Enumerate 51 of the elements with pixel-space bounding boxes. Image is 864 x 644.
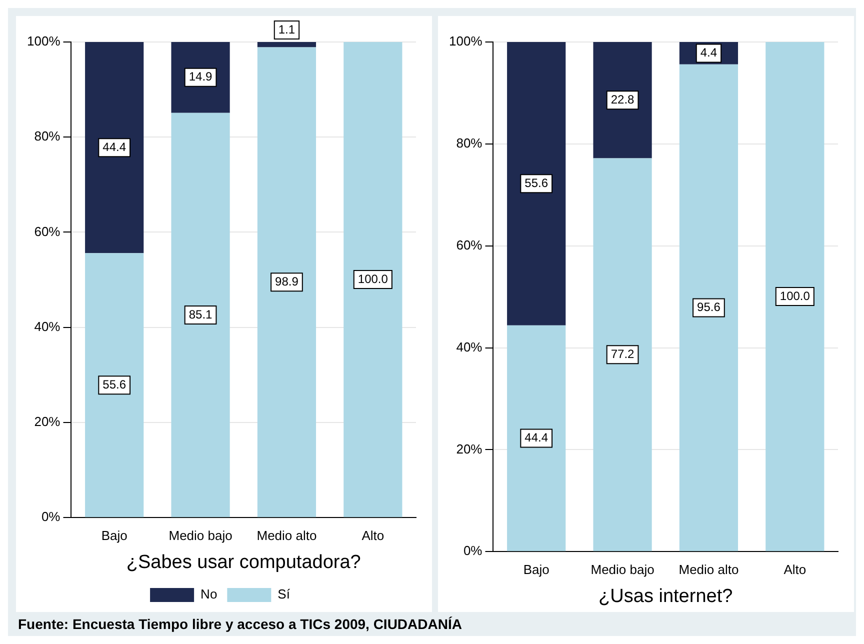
x-tick-label: Bajo xyxy=(523,562,550,577)
data-label: 22.8 xyxy=(610,92,635,106)
y-tick-label: 60% xyxy=(34,224,61,239)
data-label: 44.4 xyxy=(102,140,126,154)
bar xyxy=(507,42,566,326)
bar xyxy=(593,158,652,552)
data-label: 85.1 xyxy=(188,307,213,322)
x-axis-title: ¿Sabes usar computadora? xyxy=(126,552,361,573)
bar xyxy=(171,112,230,518)
data-label: 100.0 xyxy=(780,288,810,303)
x-tick-label: Alto xyxy=(784,562,806,577)
bar xyxy=(257,42,316,48)
y-tick-label: 20% xyxy=(456,441,483,456)
data-label: 95.6 xyxy=(697,300,721,314)
y-tick-label: 80% xyxy=(456,136,483,150)
bar xyxy=(593,42,652,158)
bar xyxy=(344,42,402,518)
bar xyxy=(85,42,144,254)
x-tick-label: Alto xyxy=(362,528,384,543)
y-tick-label: 0% xyxy=(463,543,483,558)
y-tick-label: 40% xyxy=(456,339,483,354)
data-label: 14.9 xyxy=(188,70,213,84)
bar xyxy=(679,64,738,552)
data-label: 98.9 xyxy=(275,274,299,288)
source-note: Fuente: Encuesta Tiempo libre y acceso a TICs 2009, CIUDADANÍA xyxy=(17,616,463,632)
x-tick-label: Medio alto xyxy=(256,528,317,543)
y-tick-label: 100% xyxy=(27,34,61,49)
x-tick-label: Medio bajo xyxy=(168,528,232,543)
bar xyxy=(766,42,824,552)
x-axis-title: ¿Usas internet? xyxy=(598,586,733,607)
data-label: 1.1 xyxy=(278,22,296,36)
data-label: 77.2 xyxy=(610,346,635,361)
data-label: 55.6 xyxy=(524,176,548,190)
legend-label: Sí xyxy=(278,586,290,602)
data-label: 100.0 xyxy=(358,272,388,286)
x-tick-label: Bajo xyxy=(101,528,128,543)
y-tick-label: 20% xyxy=(34,414,61,430)
bar xyxy=(257,47,316,518)
y-tick-label: 60% xyxy=(456,237,483,252)
y-tick-label: 100% xyxy=(449,34,483,49)
data-label: 55.6 xyxy=(102,377,126,392)
legend-label: No xyxy=(200,586,218,602)
x-tick-label: Medio alto xyxy=(678,562,739,577)
bar xyxy=(507,325,566,552)
y-tick-label: 0% xyxy=(41,509,61,524)
y-tick-label: 80% xyxy=(34,128,61,144)
y-tick-label: 40% xyxy=(34,318,61,334)
data-label: 44.4 xyxy=(524,430,548,445)
data-label: 4.4 xyxy=(700,46,718,60)
bar xyxy=(85,253,144,518)
x-tick-label: Medio bajo xyxy=(590,562,654,577)
